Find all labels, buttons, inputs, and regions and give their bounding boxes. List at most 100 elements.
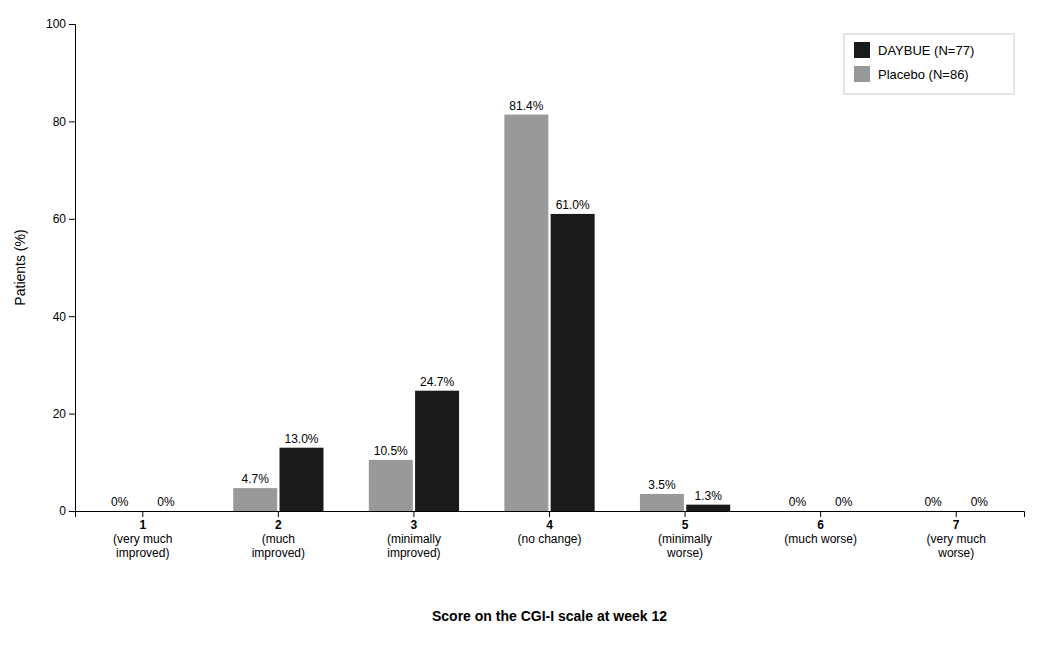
tick-mark (413, 511, 414, 517)
tick-label: 2(muchimproved) (252, 518, 305, 561)
legend-swatch (854, 42, 870, 58)
bar-series (233, 115, 684, 511)
tick-label-line: worse) (937, 546, 974, 560)
tick-label: 5(minimallyworse) (658, 518, 712, 561)
bar (686, 505, 730, 511)
data-label: 0% (111, 495, 129, 509)
tick-mark (549, 511, 550, 517)
data-label: 3.5% (648, 478, 676, 492)
legend-label: Placebo (N=86) (878, 67, 969, 82)
tick-label: 40 (53, 310, 67, 324)
axis-line (76, 512, 1025, 518)
x-tick: 3(minimallyimproved) (387, 511, 441, 560)
tick-label-line: (much worse) (784, 532, 857, 546)
tick-label: 100 (46, 17, 66, 31)
bar (911, 511, 955, 512)
tick-mark (69, 121, 75, 122)
legend: DAYBUE (N=77) Placebo (N=86) (844, 34, 1014, 94)
y-tick: 60 (53, 212, 75, 226)
y-tick: 80 (53, 115, 75, 129)
bar (369, 460, 413, 511)
tick-label-line: 5 (682, 518, 689, 532)
tick-label-line: (minimally (387, 532, 441, 546)
data-label: 4.7% (242, 472, 270, 486)
tick-label-line: improved) (116, 546, 169, 560)
y-tick: 40 (53, 310, 75, 324)
data-label: 81.4% (509, 99, 543, 113)
legend-label: DAYBUE (N=77) (878, 43, 974, 58)
x-tick: 7(very muchworse) (927, 511, 986, 560)
tick-label-line: (very much (927, 532, 986, 546)
bar (957, 511, 1001, 512)
tick-label: 1(very muchimproved) (113, 518, 172, 561)
tick-mark (69, 219, 75, 220)
tick-label: 60 (53, 212, 67, 226)
tick-label-line: (much (262, 532, 295, 546)
data-label: 10.5% (374, 444, 408, 458)
bar (504, 115, 548, 511)
x-tick: 4(no change) (517, 511, 581, 546)
data-label: 24.7% (420, 375, 454, 389)
data-label: 0% (971, 495, 989, 509)
bar (98, 511, 142, 512)
y-tick: 100 (46, 17, 75, 31)
tick-label-line: (very much (113, 532, 172, 546)
tick-mark (820, 511, 821, 517)
tick-mark (69, 414, 75, 415)
tick-label-line: (no change) (517, 532, 581, 546)
bar (776, 511, 820, 512)
data-label: 1.3% (695, 489, 723, 503)
y-axis: 0 20 40 60 80 100 (46, 17, 76, 518)
bar (551, 214, 595, 511)
tick-label-line: 6 (817, 518, 824, 532)
data-label: 0% (157, 495, 175, 509)
tick-label-line: worse) (666, 546, 703, 560)
x-tick: 6(much worse) (784, 511, 857, 546)
tick-label-line: improved) (387, 546, 440, 560)
chart: 0204060801001(very muchimproved)2(muchim… (0, 0, 1054, 646)
data-label: 0% (924, 495, 942, 509)
legend-swatch (854, 66, 870, 82)
tick-label-line: improved) (252, 546, 305, 560)
data-label: 13.0% (284, 432, 318, 446)
bar (144, 511, 188, 512)
tick-mark (69, 24, 75, 25)
tick-label-line: 1 (139, 518, 146, 532)
x-tick: 1(very muchimproved) (113, 511, 172, 560)
bar (233, 488, 277, 511)
data-label: 61.0% (556, 198, 590, 212)
y-axis-title: Patients (%) (12, 229, 28, 305)
tick-label-line: 7 (953, 518, 960, 532)
tick-label: 0 (59, 504, 66, 518)
tick-mark (956, 511, 957, 517)
tick-label: 4(no change) (517, 518, 581, 546)
tick-mark (69, 316, 75, 317)
tick-label-line: 2 (275, 518, 282, 532)
legend-frame (844, 34, 1014, 94)
bar (640, 494, 684, 511)
y-tick: 20 (53, 407, 75, 421)
tick-label: 7(very muchworse) (927, 518, 986, 561)
tick-label: 20 (53, 407, 67, 421)
data-label: 0% (789, 495, 807, 509)
legend-item: DAYBUE (N=77) (854, 42, 974, 58)
bar-series (280, 214, 731, 511)
legend-item: Placebo (N=86) (854, 66, 969, 82)
bar (822, 511, 866, 512)
axis-line (69, 25, 76, 512)
bar (415, 391, 459, 511)
plot-area: 0204060801001(very muchimproved)2(muchim… (12, 17, 1025, 624)
tick-mark (278, 511, 279, 517)
tick-label-line: (minimally (658, 532, 712, 546)
tick-mark (69, 511, 75, 512)
tick-label-line: 4 (546, 518, 553, 532)
x-tick: 2(muchimproved) (252, 511, 305, 560)
x-tick: 5(minimallyworse) (658, 511, 712, 560)
x-axis-title: Score on the CGI-I scale at week 12 (432, 608, 667, 624)
bars (233, 115, 730, 511)
x-axis: 1(very muchimproved)2(muchimproved)3(min… (76, 511, 1025, 560)
tick-mark (142, 511, 143, 517)
tick-label: 80 (53, 115, 67, 129)
y-tick: 0 (59, 504, 75, 518)
data-label: 0% (835, 495, 853, 509)
